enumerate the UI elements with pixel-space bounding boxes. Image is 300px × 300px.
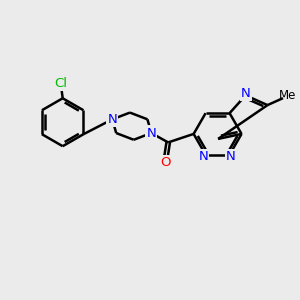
Text: N: N <box>241 87 250 101</box>
Text: N: N <box>146 127 156 140</box>
Text: O: O <box>160 156 171 170</box>
Text: N: N <box>226 150 236 163</box>
Text: Cl: Cl <box>55 77 68 90</box>
Text: N: N <box>198 150 208 163</box>
Text: N: N <box>107 113 117 126</box>
Text: Me: Me <box>279 89 296 103</box>
